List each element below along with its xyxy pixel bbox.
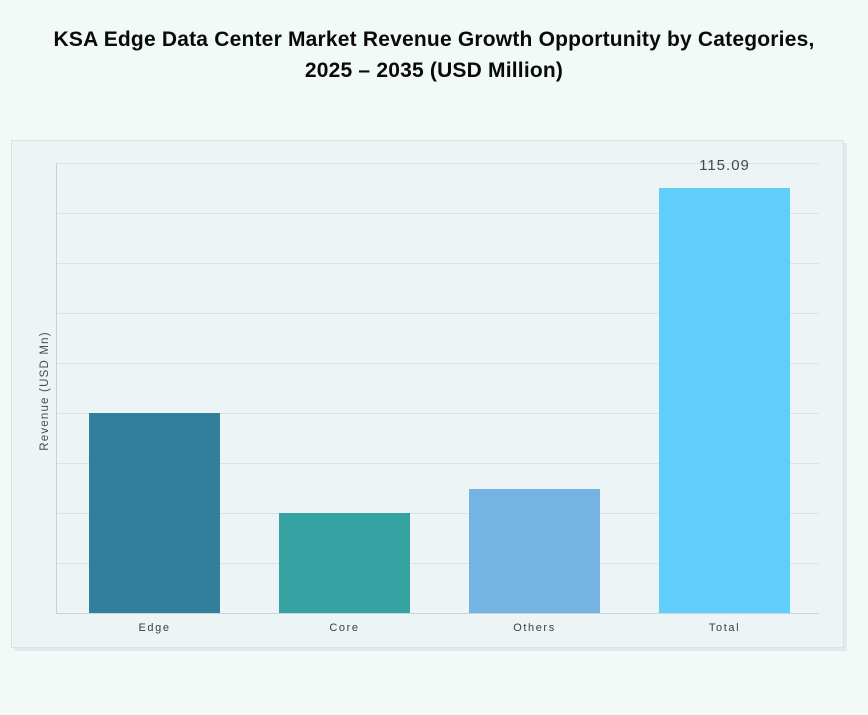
gridline <box>56 163 819 164</box>
chart-title-line2: 2025 – 2035 (USD Million) <box>304 59 564 82</box>
category-label-edge: Edge <box>138 622 171 634</box>
gridline <box>56 413 819 414</box>
gridline <box>56 463 819 464</box>
y-axis-title: Revenue (USD Mn) <box>39 331 51 451</box>
gridline <box>56 363 819 364</box>
x-axis-baseline <box>56 613 819 614</box>
chart-title: KSA Edge Data Center Market Revenue Grow… <box>0 24 868 86</box>
category-label-total: Total <box>708 622 741 634</box>
chart-panel: Revenue (USD Mn) 115.09 Edge Core Others To… <box>11 140 844 648</box>
value-label-total: 115.09 <box>699 157 750 174</box>
bar-total <box>659 188 790 613</box>
y-axis-line <box>56 163 57 613</box>
bar-core <box>279 513 410 613</box>
gridline <box>56 263 819 264</box>
gridline <box>56 313 819 314</box>
gridline <box>56 563 819 564</box>
gridline <box>56 513 819 514</box>
gridline <box>56 213 819 214</box>
chart-title-line1: KSA Edge Data Center Market Revenue Grow… <box>53 28 815 51</box>
bar-edge <box>89 413 220 613</box>
category-label-others: Others <box>513 622 556 634</box>
category-label-core: Core <box>329 622 360 634</box>
bar-others <box>469 489 600 613</box>
